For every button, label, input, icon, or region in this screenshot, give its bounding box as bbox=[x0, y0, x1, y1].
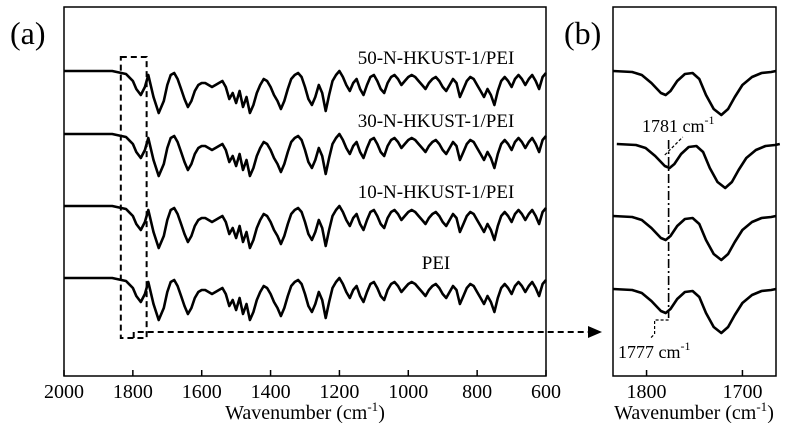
panel-a-label: (a) bbox=[10, 15, 46, 51]
panel-b-label: (b) bbox=[564, 15, 601, 51]
zoom-arrow-line bbox=[132, 331, 590, 338]
trace-pei bbox=[64, 276, 547, 322]
x-tick-label-1400: 1400 bbox=[251, 381, 291, 403]
annotation-1777: 1777 cm-1 bbox=[618, 339, 691, 362]
panel-a-x-axis-label: Wavenumber (cm-1) bbox=[225, 399, 385, 423]
annotation-1781-leader bbox=[664, 136, 684, 156]
zoom-x-tick-label-1700: 1700 bbox=[722, 381, 762, 403]
x-tick-label-2000: 2000 bbox=[44, 381, 84, 403]
series-label-pei: PEI bbox=[422, 253, 451, 274]
panel-a-x-ticks: 2000 1800 1600 1400 1200 1000 800 600 bbox=[44, 370, 561, 403]
zoom-arrow-head bbox=[588, 326, 602, 338]
zoom-x-tick-label-1800: 1800 bbox=[627, 381, 667, 403]
panel-b-x-axis-label: Wavenumber (cm-1) bbox=[614, 399, 774, 423]
x-tick-label-600: 600 bbox=[531, 381, 561, 403]
trace-10-n-hkust-1-pei bbox=[64, 204, 547, 250]
series-label-50-n-hkust-1-pei: 50-N-HKUST-1/PEI bbox=[358, 48, 515, 69]
panel-b-traces bbox=[612, 69, 781, 335]
highlight-box bbox=[119, 56, 148, 339]
series-label-10-n-hkust-1-pei: 10-N-HKUST-1/PEI bbox=[358, 182, 515, 203]
x-tick-label-800: 800 bbox=[462, 381, 492, 403]
zoom-trace-10-n-hkust-1-pei bbox=[612, 214, 777, 262]
annotation-1781: 1781 cm-1 bbox=[642, 113, 715, 136]
panel-a-series-labels: 50-N-HKUST-1/PEI 30-N-HKUST-1/PEI 10-N-HKU… bbox=[358, 48, 515, 274]
zoom-trace-50-n-hkust-1-pei bbox=[612, 69, 777, 117]
x-tick-label-1200: 1200 bbox=[319, 381, 359, 403]
trace-50-n-hkust-1-pei bbox=[64, 69, 547, 115]
annotation-1777-leader bbox=[650, 319, 669, 339]
panel-a-traces bbox=[64, 69, 547, 322]
x-tick-label-1600: 1600 bbox=[182, 381, 222, 403]
zoom-trace-30-n-hkust-1-pei bbox=[616, 142, 781, 190]
panel-a-frame bbox=[63, 6, 547, 377]
trace-30-n-hkust-1-pei bbox=[64, 132, 547, 178]
zoom-trace-pei bbox=[612, 287, 777, 335]
x-tick-label-1800: 1800 bbox=[113, 381, 153, 403]
x-tick-label-1000: 1000 bbox=[388, 381, 428, 403]
panel-b-frame bbox=[612, 6, 777, 377]
panel-b-x-ticks: 1800 1700 bbox=[627, 370, 762, 403]
series-label-30-n-hkust-1-pei: 30-N-HKUST-1/PEI bbox=[358, 111, 515, 132]
